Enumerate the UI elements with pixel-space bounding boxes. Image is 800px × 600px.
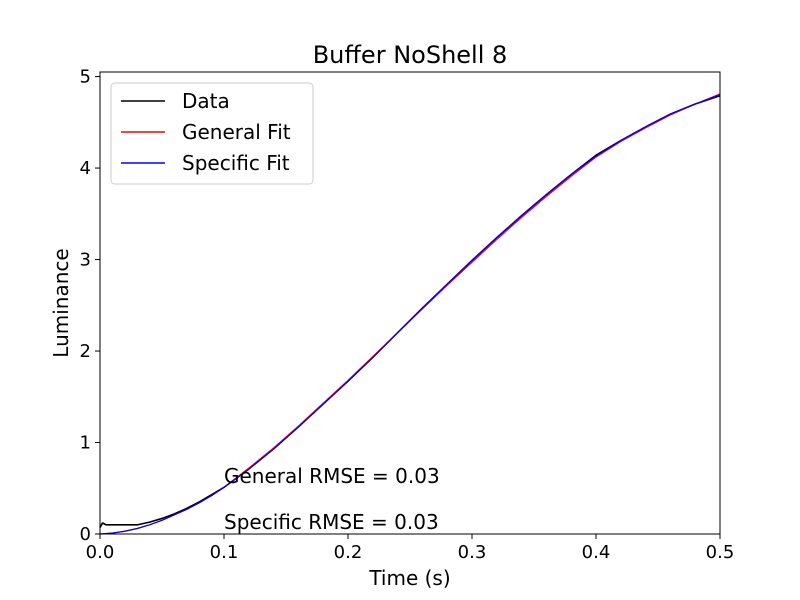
series-line-specific-fit	[99, 94, 721, 535]
legend-label: Specific Fit	[182, 151, 290, 175]
x-axis: 0.0 0.1 0.2 0.3 0.4 0.5	[86, 534, 735, 563]
y-tick-label: 0	[80, 524, 91, 545]
x-tick-label: 0.4	[582, 542, 611, 563]
y-tick-label: 4	[80, 158, 91, 179]
plot-frame	[99, 71, 721, 535]
y-axis-label: Luminance	[49, 248, 73, 357]
y-tick-label: 2	[80, 341, 91, 362]
y-tick-label: 5	[80, 67, 91, 88]
x-tick-label: 0.2	[334, 542, 363, 563]
legend-label: Data	[182, 89, 230, 113]
x-axis-label: Time (s)	[368, 566, 450, 590]
y-axis: 0 1 2 3 4 5	[80, 67, 100, 545]
x-tick-label: 0.0	[86, 542, 115, 563]
x-tick-label: 0.5	[706, 542, 735, 563]
chart-title: Buffer NoShell 8	[313, 41, 508, 69]
specific-rmse-annotation: Specific RMSE = 0.03	[224, 510, 439, 534]
y-tick-label: 3	[80, 250, 91, 271]
legend: Data General Fit Specific Fit	[110, 82, 314, 185]
series-layer	[99, 93, 721, 535]
legend-label: General Fit	[182, 120, 291, 144]
x-tick-label: 0.3	[458, 542, 487, 563]
general-rmse-annotation: General RMSE = 0.03	[224, 464, 440, 488]
y-tick-label: 1	[80, 433, 91, 454]
legend-box	[110, 82, 314, 185]
x-tick-label: 0.1	[210, 542, 239, 563]
